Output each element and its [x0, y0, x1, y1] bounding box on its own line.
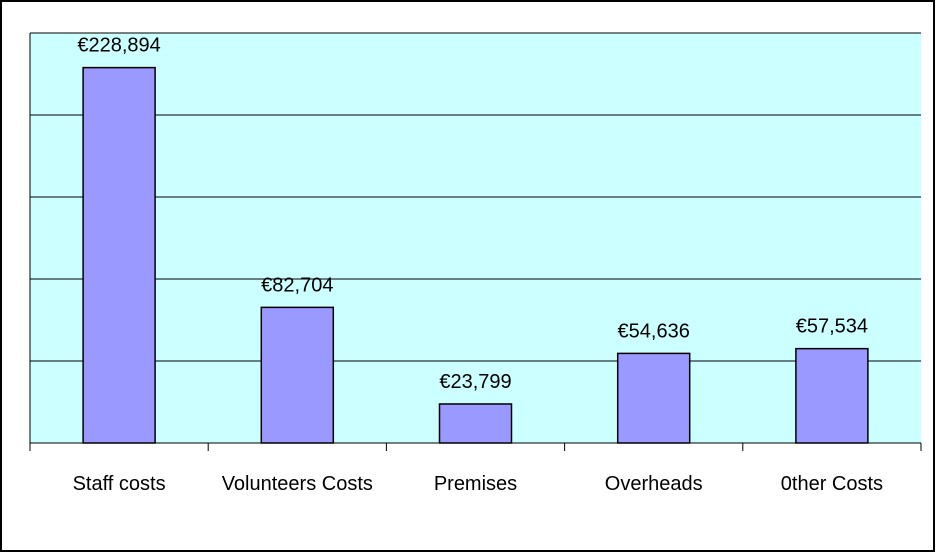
data-label: €82,704 — [261, 274, 333, 296]
data-label: €23,799 — [439, 371, 511, 393]
x-tick-label: 0ther Costs — [781, 473, 883, 495]
bar — [616, 352, 691, 444]
bar — [795, 347, 869, 444]
x-tick-label: Volunteers Costs — [222, 473, 373, 495]
plot-area — [30, 33, 921, 443]
x-tick-label: Premises — [434, 473, 517, 495]
data-label: €57,534 — [796, 316, 868, 338]
bar — [260, 306, 335, 444]
data-label: €228,894 — [77, 35, 160, 57]
bar — [438, 403, 513, 444]
bar — [82, 66, 156, 444]
x-tick-label: Staff costs — [73, 473, 166, 495]
x-tick-label: Overheads — [605, 473, 703, 495]
data-label: €54,636 — [618, 320, 690, 342]
